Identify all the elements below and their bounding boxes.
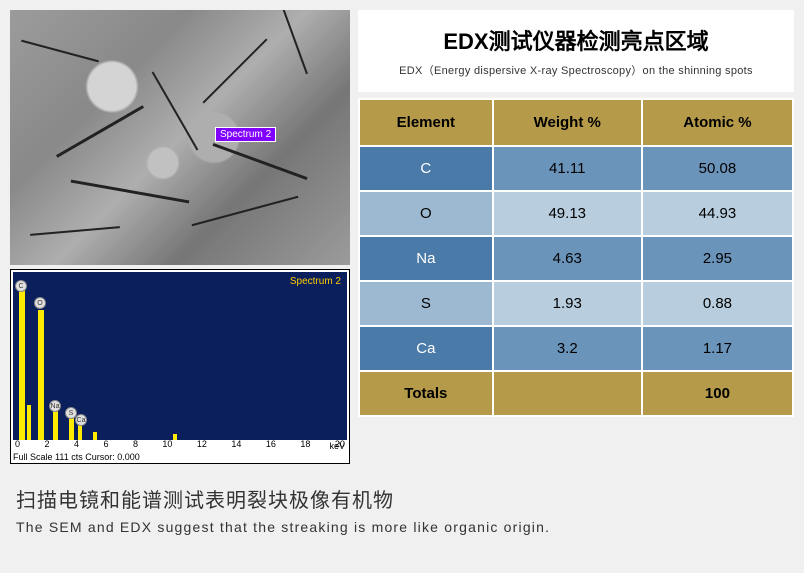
element-marker: C: [15, 280, 27, 292]
table-cell: 44.93: [642, 191, 793, 236]
table-title-block: EDX测试仪器检测亮点区域 EDX（Energy dispersive X-ra…: [358, 10, 794, 92]
spectrum-title: Spectrum 2: [290, 276, 341, 287]
spectrum-peak: [38, 310, 44, 440]
table-cell: Na: [359, 236, 493, 281]
main-row: Spectrum 2 Spectrum 2 CONaSCa 0246810121…: [10, 10, 794, 470]
right-column: EDX测试仪器检测亮点区域 EDX（Energy dispersive X-ra…: [358, 10, 794, 470]
axis-tick: 8: [133, 439, 138, 451]
edx-data-table: ElementWeight %Atomic % C41.1150.08O49.1…: [358, 98, 794, 417]
spectrum-peak: [19, 290, 25, 440]
table-totals-row: Totals 100: [359, 371, 793, 416]
table-header-row: ElementWeight %Atomic %: [359, 99, 793, 146]
axis-tick: 10: [162, 439, 172, 451]
table-cell: 49.13: [493, 191, 642, 236]
table-header-cell: Weight %: [493, 99, 642, 146]
figure-container: Spectrum 2 Spectrum 2 CONaSCa 0246810121…: [0, 0, 804, 573]
element-marker: Ca: [75, 414, 87, 426]
spectrum-marker-label: Spectrum 2: [215, 127, 276, 142]
table-cell: 2.95: [642, 236, 793, 281]
element-marker: O: [34, 297, 46, 309]
caption-en: The SEM and EDX suggest that the streaki…: [16, 519, 788, 535]
table-cell: 3.2: [493, 326, 642, 371]
axis-tick: 0: [15, 439, 20, 451]
table-row: O49.1344.93: [359, 191, 793, 236]
axis-tick: 14: [231, 439, 241, 451]
table-cell: Totals: [359, 371, 493, 416]
table-cell: 41.11: [493, 146, 642, 191]
table-cell: 100: [642, 371, 793, 416]
table-title-cn: EDX测试仪器检测亮点区域: [368, 24, 784, 56]
table-cell: 1.93: [493, 281, 642, 326]
spectrum-axis-label: keV: [329, 441, 345, 451]
table-cell: 0.88: [642, 281, 793, 326]
table-cell: Ca: [359, 326, 493, 371]
table-row: C41.1150.08: [359, 146, 793, 191]
table-cell: 50.08: [642, 146, 793, 191]
table-cell: S: [359, 281, 493, 326]
axis-tick: 2: [44, 439, 49, 451]
table-row: S1.930.88: [359, 281, 793, 326]
sem-image: Spectrum 2: [10, 10, 350, 265]
spectrum-peak: [53, 408, 58, 440]
table-cell: C: [359, 146, 493, 191]
table-header-cell: Element: [359, 99, 493, 146]
spectrum-x-axis: 02468101214161820: [13, 439, 347, 451]
table-cell: 4.63: [493, 236, 642, 281]
axis-tick: 18: [300, 439, 310, 451]
axis-tick: 16: [266, 439, 276, 451]
table-title-en: EDX（Energy dispersive X-ray Spectroscopy…: [368, 62, 784, 78]
table-body: C41.1150.08O49.1344.93Na4.632.95S1.930.8…: [359, 146, 793, 416]
figure-caption: 扫描电镜和能谱测试表明裂块极像有机物 The SEM and EDX sugge…: [10, 484, 794, 535]
axis-tick: 12: [197, 439, 207, 451]
table-row: Na4.632.95: [359, 236, 793, 281]
edx-spectrum-chart: Spectrum 2 CONaSCa 02468101214161820 keV…: [10, 269, 350, 464]
spectrum-scale-text: Full Scale 111 cts Cursor: 0.000: [13, 452, 140, 462]
table-header-cell: Atomic %: [642, 99, 793, 146]
table-cell: [493, 371, 642, 416]
spectrum-plot-area: Spectrum 2 CONaSCa: [13, 272, 347, 440]
table-row: Ca3.21.17: [359, 326, 793, 371]
element-marker: Na: [49, 400, 61, 412]
spectrum-peak: [27, 405, 31, 440]
table-cell: 1.17: [642, 326, 793, 371]
axis-tick: 6: [103, 439, 108, 451]
axis-tick: 4: [74, 439, 79, 451]
caption-cn: 扫描电镜和能谱测试表明裂块极像有机物: [16, 484, 788, 513]
left-column: Spectrum 2 Spectrum 2 CONaSCa 0246810121…: [10, 10, 350, 470]
table-cell: O: [359, 191, 493, 236]
